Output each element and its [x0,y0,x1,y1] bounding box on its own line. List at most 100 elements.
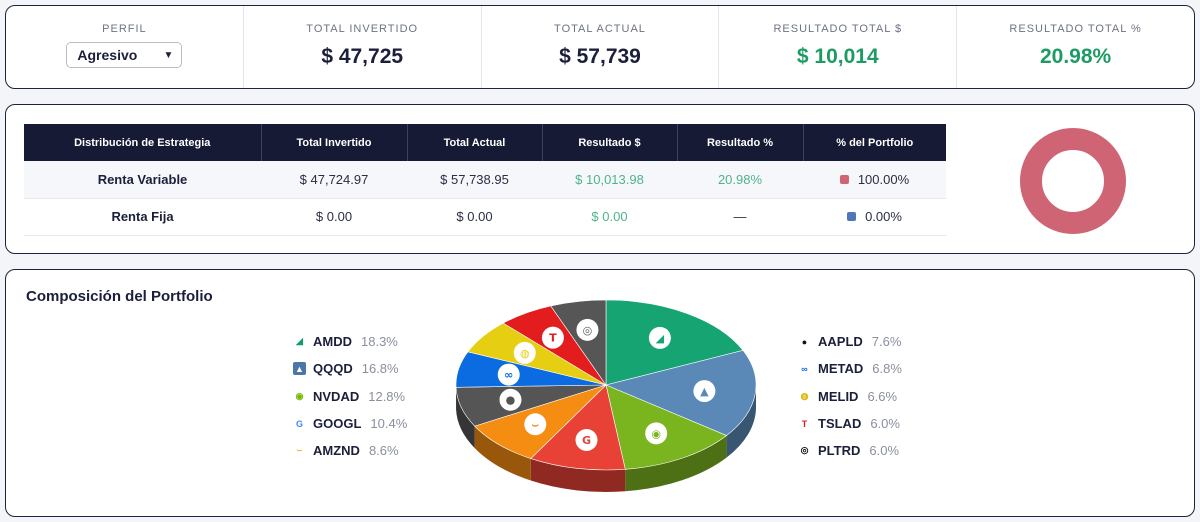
color-swatch-icon [847,212,857,222]
amd-icon-glyph: ◢ [656,332,665,345]
header-portfolio-percent: % del Portfolio [802,124,946,161]
legend-name: METAD [818,361,864,377]
mercadolibre-icon [513,341,536,364]
legend-item-nvdad: ◉ NVDAD 12.8% [293,383,407,410]
legend-left: ◢ AMDD 18.3% ▲ QQQD 16.8% ◉ NVDAD 12.8% G GOOGL 10.… [293,328,407,464]
color-swatch-icon [839,174,849,184]
stat-label: TOTAL INVERTIDO [306,23,419,35]
palantir-icon-glyph: ◎ [583,324,593,337]
legend-item-metad: ∞ METAD 6.8% [798,355,902,382]
legend-name: AAPLD [818,334,863,350]
row-invested: $ 0.00 [261,198,407,236]
amazon-icon-glyph: ⌣ [532,418,539,431]
amd-icon [648,326,671,349]
stat-value: $ 47,725 [321,45,404,68]
legend-item-googl: G GOOGL 10.4% [293,410,407,437]
legend-name: QQQD [313,361,353,377]
pie-slice-googl [530,384,626,471]
legend-name: TSLAD [818,416,862,432]
row-current: $ 0.00 [407,198,542,236]
tesla-icon: T [801,418,808,429]
row-current: $ 57,738.95 [407,161,542,199]
nvidia-icon [645,422,668,445]
legend-name: PLTRD [818,443,861,459]
palantir-icon [576,318,599,341]
legend-name: NVDAD [313,388,360,404]
legend-name: GOOGL [313,416,362,432]
header-result-percent: Resultado % [676,124,803,161]
google-icon [575,429,598,452]
stat-value: 20.98% [1039,45,1112,68]
legend-pct: 6.0% [869,443,900,459]
nvidia-icon-glyph: ◉ [651,427,661,440]
summary-card: PERFIL Agresivo ▼ TOTAL INVERTIDO $ 47,7… [5,5,1195,89]
table-row: Renta Fija $ 0.00 $ 0.00 $ 0.00 — 0.00% [24,198,946,236]
row-portfolio-pct: 0.00% [803,198,946,236]
legend-item-amdd: ◢ AMDD 18.3% [293,328,407,355]
legend-name: MELID [818,388,859,404]
row-result-pct: 20.98% [677,161,803,199]
mercadolibre-icon-glyph: ◍ [520,347,530,360]
meta-icon [497,363,520,386]
header-total-current: Total Actual [406,124,542,161]
legend-item-amznd: ⌣ AMZND 8.6% [293,437,407,464]
amazon-icon [524,413,547,436]
legend-item-melid: ◍ MELID 6.6% [798,383,902,410]
portfolio-pct-value: 0.00% [865,209,902,224]
stat-value: $ 10,014 [796,45,879,68]
legend-pct: 16.8% [361,361,399,377]
amd-icon: ◢ [296,336,303,347]
palantir-icon: ◎ [800,445,809,456]
amazon-icon: ⌣ [296,445,303,456]
legend-pct: 6.0% [870,416,900,432]
total-invested-stat: TOTAL INVERTIDO $ 47,725 [242,6,481,88]
legend-pct: 12.8% [368,388,406,404]
result-total-amount-stat: RESULTADO TOTAL $ $ 10,014 [718,6,956,88]
profile-selected-value: Agresivo [77,47,138,63]
header-total-invested: Total Invertido [260,124,407,161]
row-name: Renta Fija [24,198,261,236]
pie-slice-nvdad [605,384,728,470]
total-current-stat: TOTAL ACTUAL $ 57,739 [480,6,719,88]
profile-label: PERFIL [102,23,147,35]
table-header-row: Distribución de Estrategia Total Inverti… [24,124,946,161]
legend-pct: 8.6% [368,443,399,459]
result-total-percent-stat: RESULTADO TOTAL % 20.98% [956,6,1194,88]
strategy-table: Distribución de Estrategia Total Inverti… [24,124,946,236]
composition-title: Composición del Portfolio [26,288,213,305]
stat-value: $ 57,739 [559,45,641,68]
row-name: Renta Variable [24,161,261,199]
stat-label: RESULTADO TOTAL % [1009,23,1142,35]
apple-icon: ● [801,336,808,347]
row-portfolio-pct: 100.00% [803,161,946,199]
nvidia-icon: ◉ [295,390,304,401]
stat-label: RESULTADO TOTAL $ [773,23,903,35]
legend-pct: 10.4% [370,416,408,432]
composition-pie-chart: ◢ ▲ ◉ G ⌣ ● ∞ ◍ T ◎ [455,299,757,492]
pie-side-amznd [474,426,531,481]
legend-pct: 18.3% [361,334,398,350]
pie-side-nvdad [625,435,727,492]
meta-icon-glyph: ∞ [504,369,513,382]
tesla-icon-glyph: T [549,332,557,345]
google-icon: G [295,418,303,429]
row-invested: $ 47,724.97 [261,161,407,199]
row-result: $ 0.00 [542,198,677,236]
strategy-card: Distribución de Estrategia Total Inverti… [5,104,1195,254]
pie-slice-amdd [605,299,744,386]
stat-label: TOTAL ACTUAL [554,23,646,35]
donut-ring-renta-variable [1020,128,1126,234]
apple-icon-glyph: ● [506,394,516,407]
invesco-icon [693,380,716,403]
meta-icon: ∞ [801,363,808,374]
header-result-amount: Resultado $ [541,124,677,161]
invesco-icon: ▲ [293,362,306,376]
legend-item-pltrd: ◎ PLTRD 6.0% [798,437,902,464]
legend-item-tslad: T TSLAD 6.0% [798,410,902,437]
google-icon-glyph: G [582,434,591,447]
pie-slice-qqqd [605,350,757,436]
profile-stat: PERFIL Agresivo ▼ [6,6,243,88]
profile-select[interactable]: Agresivo ▼ [66,42,183,68]
table-row: Renta Variable $ 47,724.97 $ 57,738.95 $… [24,161,946,199]
tesla-icon [541,326,564,349]
